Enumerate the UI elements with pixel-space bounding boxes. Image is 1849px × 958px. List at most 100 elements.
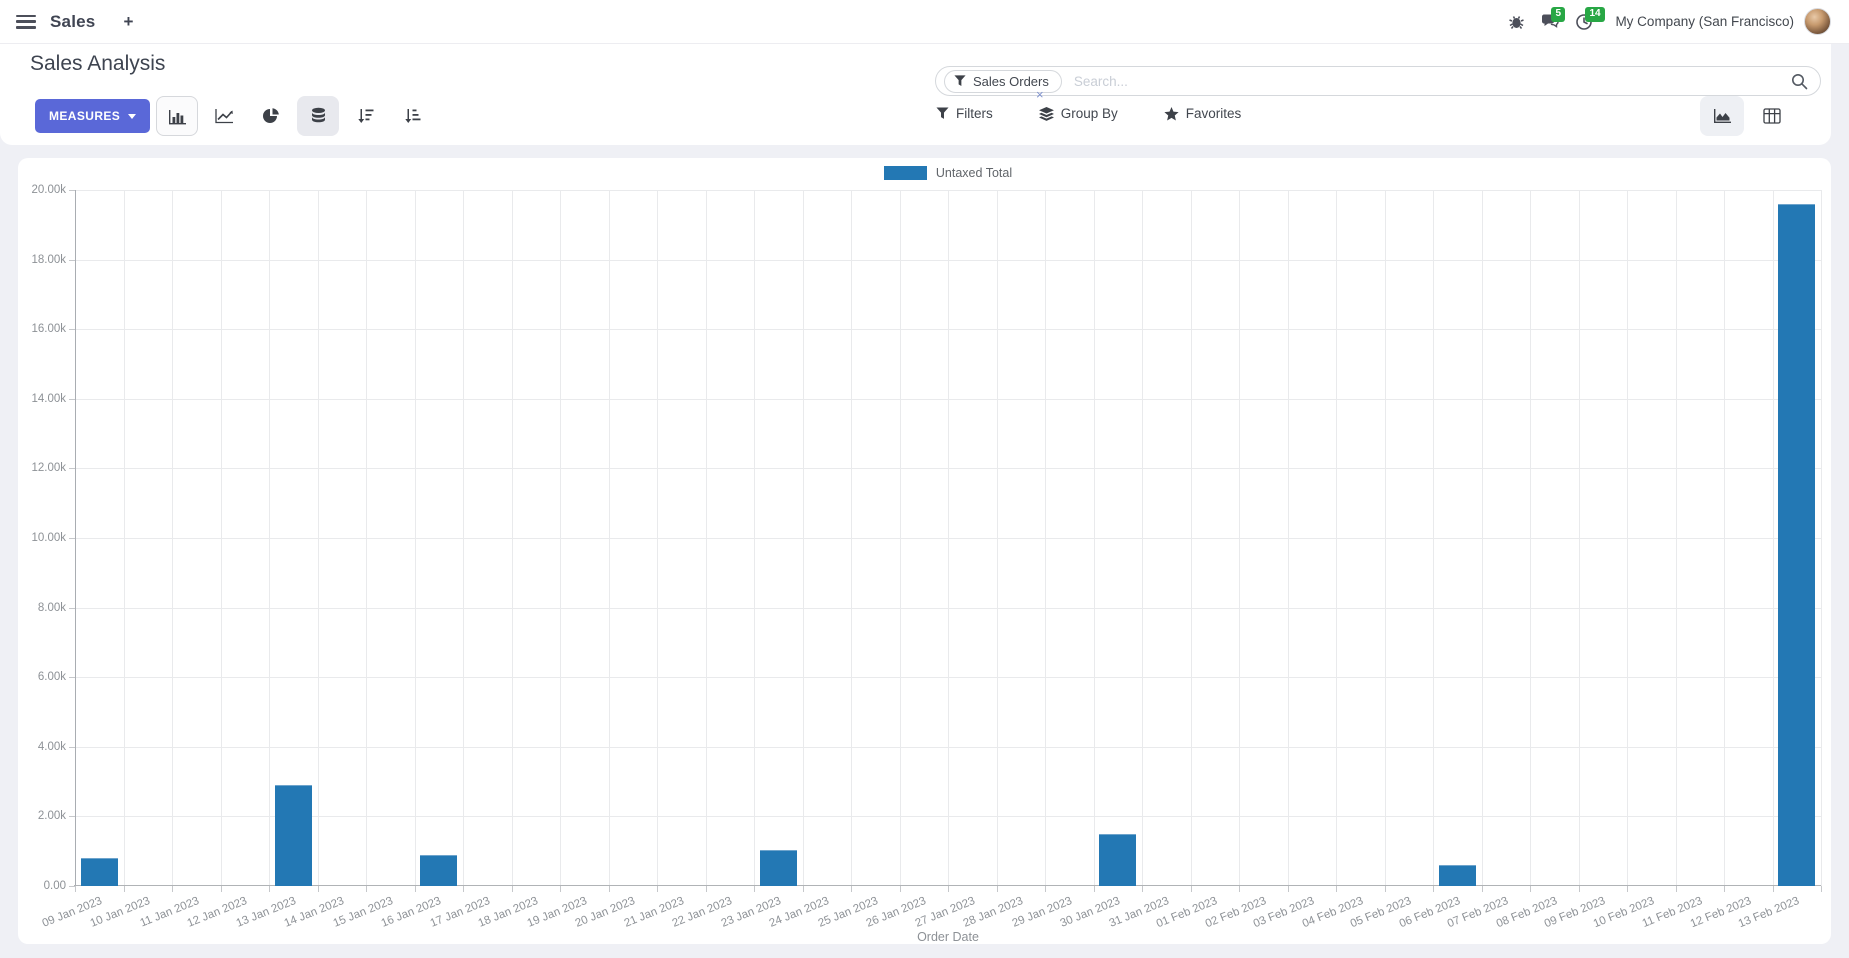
- filter-icon: [954, 75, 966, 86]
- x-tick: [1724, 886, 1725, 892]
- x-gridline: [1093, 190, 1095, 886]
- x-tick: [1481, 886, 1483, 892]
- x-tick: [414, 886, 416, 892]
- menu-icon[interactable]: [16, 14, 36, 29]
- x-tick: [1530, 886, 1531, 892]
- y-tick-label: 10.00k: [31, 532, 66, 544]
- x-gridline: [1190, 190, 1192, 886]
- favorites-button[interactable]: Favorites: [1164, 106, 1241, 121]
- sort-asc-button[interactable]: [391, 96, 433, 136]
- x-gridline: [1675, 190, 1677, 886]
- x-tick: [220, 886, 222, 892]
- x-gridline: [1578, 190, 1580, 886]
- line-chart-button[interactable]: [203, 96, 245, 136]
- y-tick: [69, 398, 75, 400]
- bar-chart-button[interactable]: [156, 96, 198, 136]
- chart-legend[interactable]: Untaxed Total: [75, 166, 1821, 180]
- graph-view-button[interactable]: [1700, 96, 1744, 136]
- x-tick: [1433, 886, 1434, 892]
- x-gridline: [1821, 190, 1822, 886]
- chart-bar[interactable]: [759, 849, 797, 886]
- page-title: Sales Analysis: [30, 52, 166, 75]
- x-tick: [1578, 886, 1580, 892]
- y-tick: [69, 816, 75, 818]
- x-gridline: [657, 190, 658, 886]
- y-axis-line: [75, 190, 76, 886]
- y-tick-label: 0.00: [43, 880, 66, 892]
- pivot-view-icon: [1763, 108, 1781, 124]
- legend-label: Untaxed Total: [935, 166, 1013, 180]
- group-by-icon: [1038, 106, 1054, 121]
- x-gridline: [463, 190, 464, 886]
- measures-button[interactable]: MEASURES: [35, 99, 151, 133]
- bug-icon[interactable]: [1499, 5, 1533, 39]
- graph-view-icon: [1713, 109, 1731, 123]
- x-gridline: [802, 190, 804, 886]
- clock-icon[interactable]: 14: [1567, 5, 1605, 39]
- y-tick-label: 4.00k: [37, 740, 66, 753]
- chart-bar[interactable]: [420, 855, 458, 886]
- x-tick: [1821, 886, 1822, 892]
- x-tick: [75, 886, 76, 892]
- search-options-row: Filters Group By Favorites: [936, 106, 1241, 121]
- x-tick: [996, 886, 998, 892]
- x-gridline: [1045, 190, 1046, 886]
- chevron-down-icon: [128, 113, 137, 119]
- x-gridline: [948, 190, 949, 886]
- x-axis-line: [74, 885, 1821, 886]
- x-tick: [1045, 886, 1046, 892]
- x-gridline: [1287, 190, 1289, 886]
- y-tick: [69, 329, 75, 331]
- x-tick: [657, 886, 658, 892]
- chart-bar[interactable]: [1438, 865, 1476, 886]
- x-gridline: [1772, 190, 1774, 886]
- x-tick: [1772, 886, 1774, 892]
- app-name[interactable]: Sales: [50, 11, 96, 31]
- x-gridline: [1142, 190, 1143, 886]
- chart-bar[interactable]: [1099, 833, 1137, 886]
- facet-remove-icon[interactable]: ×: [1036, 87, 1044, 102]
- search-input[interactable]: [1073, 73, 1791, 89]
- chart-plot-area: 0.00 2.00k 4.00k 6.00k 8.00k 10.00k 12.00k 14.0…: [31, 184, 1822, 930]
- x-gridline: [123, 190, 125, 886]
- x-gridline: [269, 190, 270, 886]
- x-gridline: [1239, 190, 1240, 886]
- x-gridline: [996, 190, 998, 886]
- pie-chart-button[interactable]: [250, 96, 292, 136]
- search-icon[interactable]: [1791, 73, 1808, 90]
- favorites-icon: [1164, 106, 1179, 121]
- y-tick-label: 2.00k: [37, 810, 66, 823]
- company-switcher[interactable]: My Company (San Francisco): [1615, 14, 1794, 29]
- x-tick: [851, 886, 852, 892]
- group-by-button[interactable]: Group By: [1038, 106, 1118, 121]
- x-tick: [1384, 886, 1386, 892]
- y-tick: [69, 538, 75, 539]
- search-facet-sales-orders[interactable]: Sales Orders: [944, 69, 1062, 93]
- y-tick: [69, 746, 75, 748]
- chart-bar[interactable]: [1778, 203, 1816, 886]
- chart-bar[interactable]: [80, 858, 118, 886]
- x-tick: [1093, 886, 1095, 892]
- x-gridline: [1481, 190, 1483, 886]
- stacked-toggle-button[interactable]: [297, 96, 339, 136]
- sort-desc-button[interactable]: [344, 96, 386, 136]
- user-avatar[interactable]: [1804, 8, 1831, 35]
- x-tick: [899, 886, 901, 892]
- x-tick: [317, 886, 319, 892]
- chart-bar[interactable]: [274, 785, 312, 886]
- x-gridline: [1627, 190, 1628, 886]
- x-gridline: [754, 190, 755, 886]
- search-bar[interactable]: Sales Orders ×: [935, 66, 1821, 101]
- x-tick: [1239, 886, 1240, 892]
- plus-icon[interactable]: +: [123, 11, 134, 31]
- filters-button[interactable]: Filters: [936, 106, 993, 121]
- x-tick: [1190, 886, 1192, 892]
- pivot-view-button[interactable]: [1750, 96, 1794, 136]
- y-tick-label: 14.00k: [31, 392, 66, 405]
- filter-icon: [936, 107, 949, 120]
- view-switcher: [1700, 96, 1794, 136]
- x-gridline: [899, 190, 901, 886]
- chat-icon[interactable]: 5: [1533, 5, 1567, 39]
- x-tick: [1336, 886, 1337, 892]
- x-gridline: [560, 190, 561, 886]
